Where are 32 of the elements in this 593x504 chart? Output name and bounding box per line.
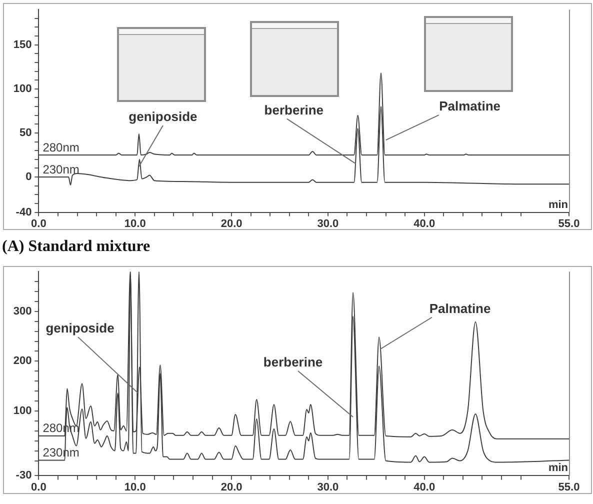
annotation: berberine bbox=[263, 354, 323, 370]
x-axis-title: min bbox=[548, 462, 568, 474]
x-tick-label: 10.0 bbox=[124, 218, 146, 230]
x-tick-label: 30.0 bbox=[317, 218, 339, 230]
series-label: 280nm bbox=[42, 140, 80, 154]
x-tick-label: 10.0 bbox=[124, 481, 146, 494]
x-tick-label: 40.0 bbox=[414, 481, 436, 494]
y-tick-label: 50 bbox=[19, 127, 32, 140]
x-tick-label: 20.0 bbox=[220, 481, 242, 494]
y-tick-label: 300 bbox=[13, 305, 32, 318]
x-tick-label: 0.0 bbox=[31, 481, 46, 494]
annotation: Palmatine bbox=[439, 98, 501, 114]
y-tick-label: 0 bbox=[26, 171, 32, 184]
x-tick-label: 30.0 bbox=[317, 481, 339, 494]
annotation: Palmatine bbox=[429, 300, 491, 316]
text: (A) Standard mixture bbox=[2, 238, 150, 256]
y-tick-label: 150 bbox=[13, 38, 32, 51]
x-tick-label: 40.0 bbox=[414, 218, 436, 230]
series-label: 230nm bbox=[42, 162, 80, 176]
x-tick-label: 55.0 bbox=[558, 218, 580, 230]
x-axis-title: min bbox=[548, 198, 568, 211]
y-tick-label: -30 bbox=[16, 470, 32, 482]
y-tick-label: 100 bbox=[13, 82, 32, 95]
y-tick-label: 100 bbox=[13, 405, 32, 418]
x-tick-label: 0.0 bbox=[31, 218, 46, 230]
annotation: berberine bbox=[264, 102, 324, 118]
y-tick-label: -40 bbox=[16, 206, 32, 218]
x-tick-label: 55.0 bbox=[558, 481, 580, 494]
annotation: geniposide bbox=[128, 109, 198, 124]
y-tick-label: 200 bbox=[13, 355, 32, 368]
x-tick-label: 20.0 bbox=[220, 218, 242, 230]
annotation: geniposide bbox=[46, 320, 114, 336]
